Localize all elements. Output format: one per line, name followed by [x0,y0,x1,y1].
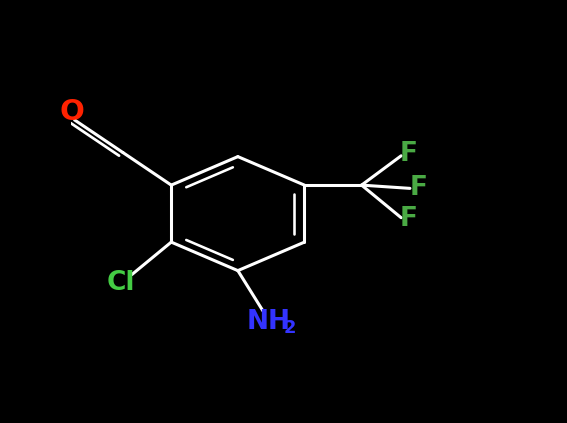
Text: F: F [410,176,428,201]
Text: NH: NH [247,309,291,335]
Text: Cl: Cl [107,270,135,296]
Text: 2: 2 [284,319,296,337]
Text: F: F [400,206,418,232]
Text: O: O [60,98,85,126]
Text: F: F [400,141,418,167]
